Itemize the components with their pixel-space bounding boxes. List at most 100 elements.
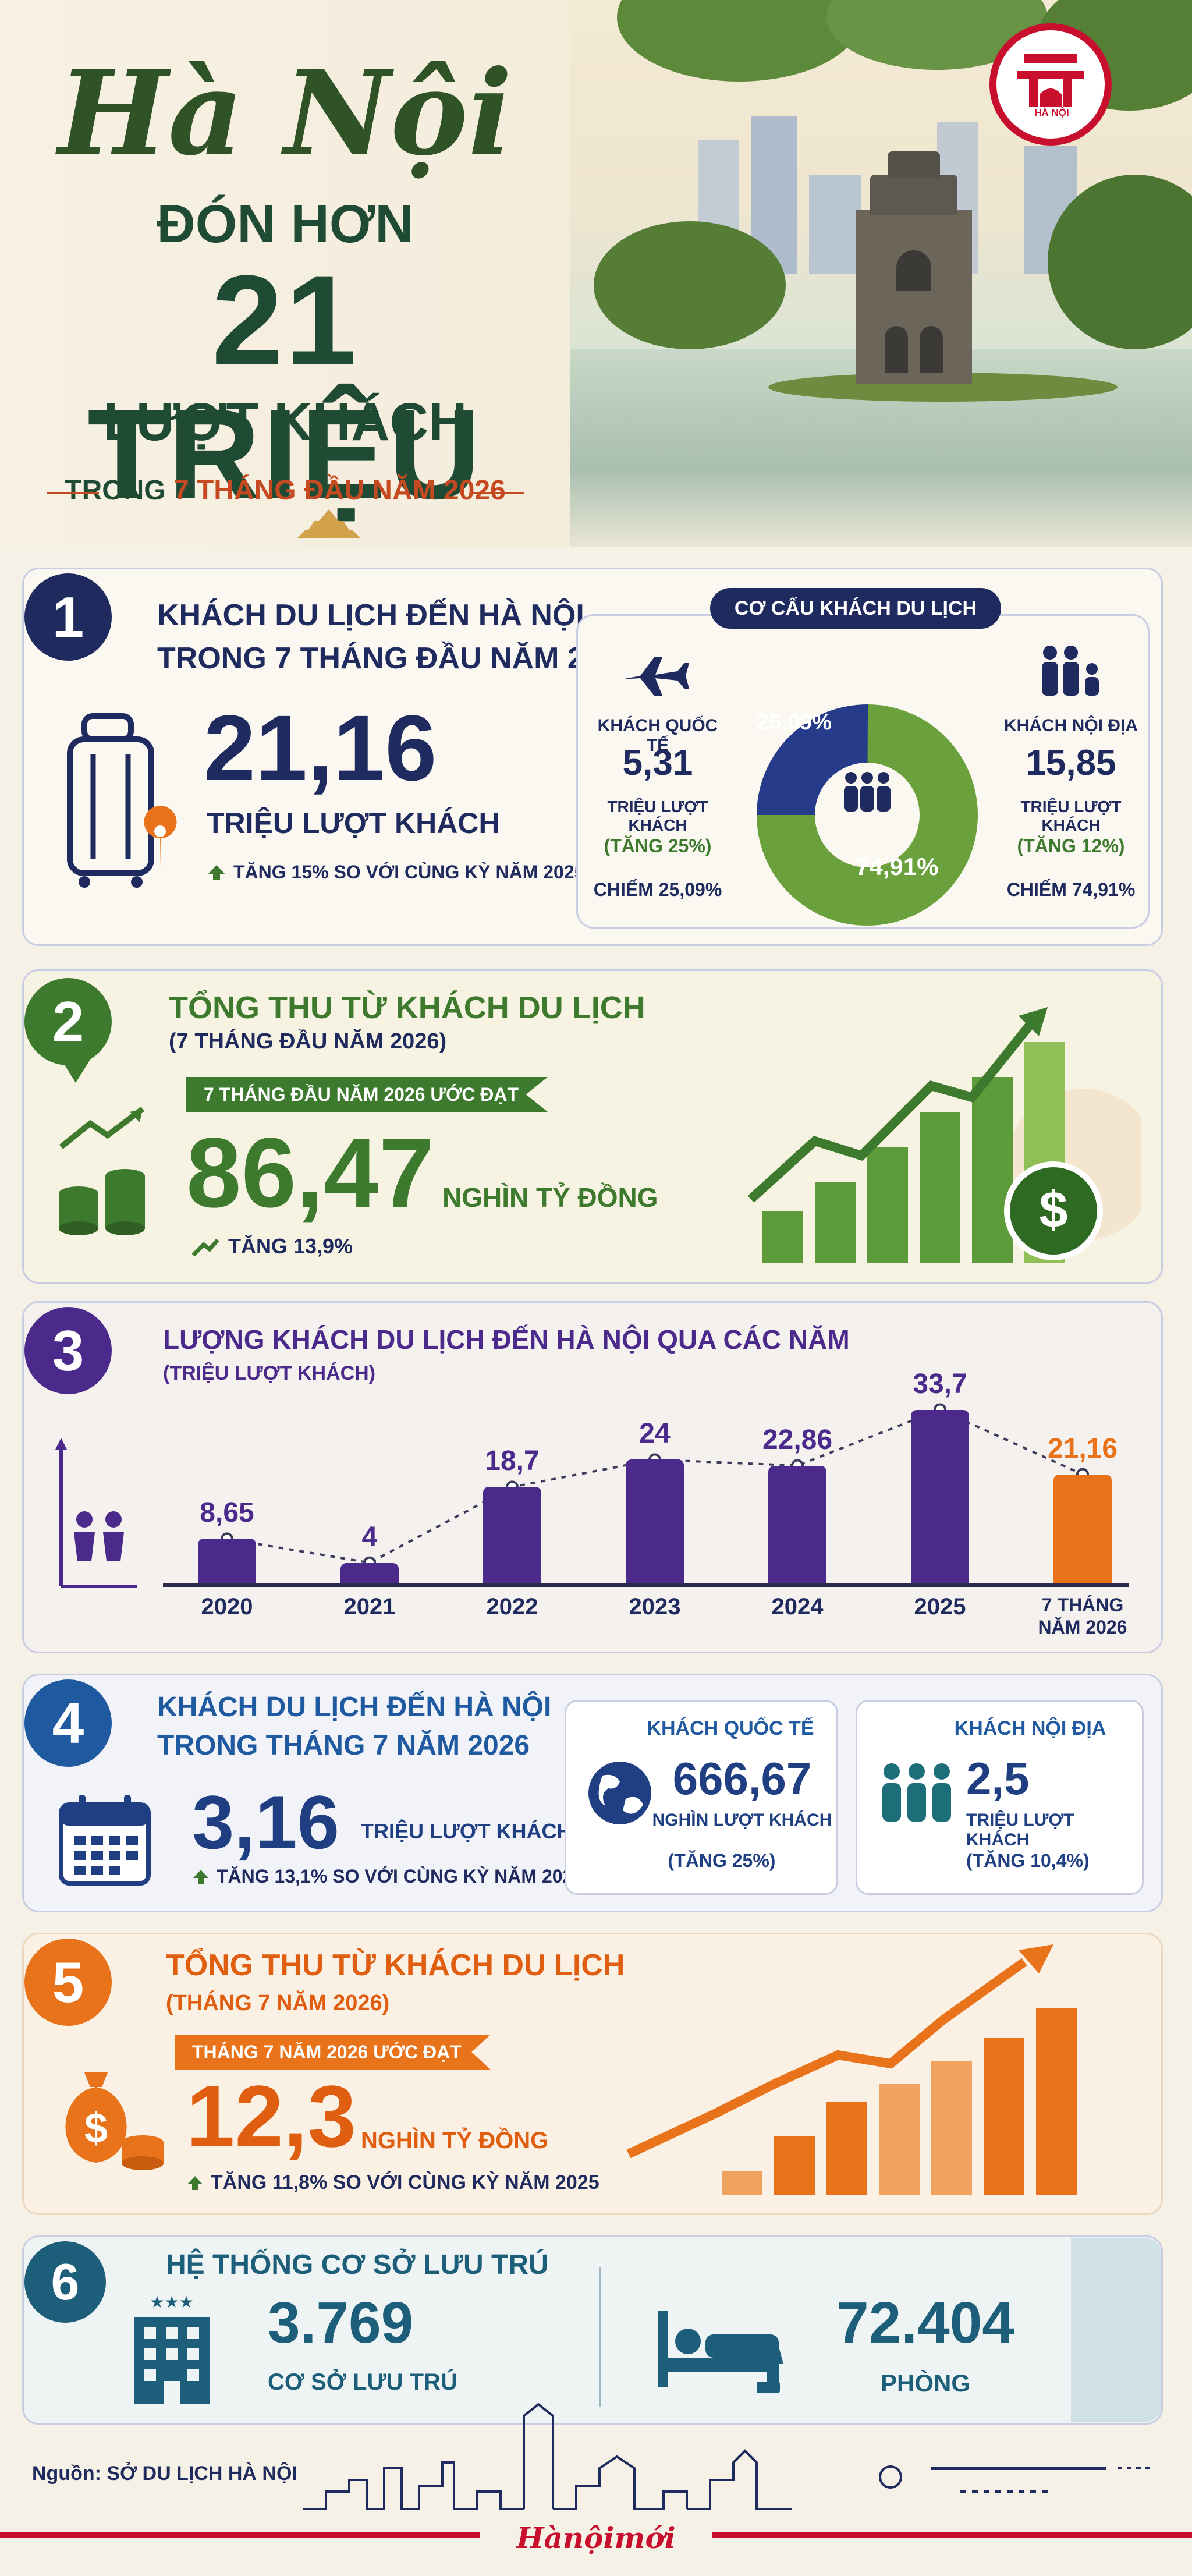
section-5-subtitle: (THÁNG 7 NĂM 2026)	[166, 1991, 390, 2015]
donut-chart	[757, 704, 978, 926]
tick-label: 2020	[201, 1594, 253, 1620]
arrow-up-icon	[193, 1869, 208, 1884]
airplane-icon	[622, 657, 689, 696]
s1-intl-growth: (TĂNG 25%)	[604, 835, 712, 856]
section-1-number: 1	[24, 573, 112, 661]
s5-growth-text: TĂNG 11,8% SO VỚI CÙNG KỲ NĂM 2025	[211, 2171, 599, 2194]
value-label: 24	[639, 1418, 670, 1450]
s4-intl-unit: NGHÌN LƯỢT KHÁCH	[652, 1810, 832, 1830]
s4-intl-label: KHÁCH QUỐC TẾ	[647, 1717, 814, 1739]
s6-v2: 72.404	[836, 2290, 1014, 2355]
s4-dom-growth: (TĂNG 10,4%)	[966, 1850, 1090, 1871]
bar-2022	[483, 1487, 541, 1583]
s2-value: 86,47	[186, 1118, 434, 1228]
tower-arch	[920, 326, 943, 373]
s1-dom-label: KHÁCH NỘI ĐỊA	[1004, 716, 1138, 735]
s1-dom-value: 15,85	[1026, 743, 1116, 783]
arrow-up-icon	[187, 2175, 203, 2190]
section-3-number: 3	[24, 1307, 112, 1394]
section-6-title: HỆ THỐNG CƠ SỞ LƯU TRÚ	[166, 2249, 549, 2280]
s4-value: 3,16	[192, 1780, 340, 1865]
value-label: 4	[361, 1521, 378, 1553]
s2-badge: 7 THÁNG ĐẦU NĂM 2026 ƯỚC ĐẠT	[186, 1077, 548, 1112]
bar-2025	[911, 1409, 969, 1583]
source-note: Nguồn: SỞ DU LỊCH HÀ NỘI	[32, 2462, 297, 2485]
section-2-title: TỔNG THU TỪ KHÁCH DU LỊCH	[169, 990, 645, 1025]
section-4-number: 4	[24, 1679, 112, 1767]
s4-dom-box	[856, 1700, 1144, 1895]
s2-growth: TĂNG 13,9%	[192, 1234, 353, 1259]
section-5-title: TỔNG THU TỪ KHÁCH DU LỊCH	[166, 1948, 625, 1982]
building-illustration	[809, 175, 861, 274]
s4-unit: TRIỆU LƯỢT KHÁCH	[361, 1819, 572, 1843]
suitcase-icon	[67, 713, 177, 888]
tick-label: 2022	[486, 1594, 538, 1620]
section-3-card	[22, 1301, 1163, 1653]
value-label: 22,86	[762, 1424, 833, 1455]
tower-illustration	[888, 151, 940, 178]
growth-bars-illustration	[626, 1944, 1077, 2195]
section-4-title-l2: TRONG THÁNG 7 NĂM 2026	[157, 1730, 530, 1761]
section-2-subtitle: (7 THÁNG ĐẦU NĂM 2026)	[169, 1029, 447, 1054]
svg-text:$: $	[84, 2105, 108, 2152]
corner-accent	[1071, 2238, 1161, 2422]
svg-text:★★★: ★★★	[150, 2294, 193, 2312]
s5-value: 12,3	[186, 2067, 356, 2165]
arrow-up-icon	[208, 864, 225, 880]
globe-icon	[588, 1762, 651, 1824]
tick-label: 2023	[629, 1594, 681, 1620]
tree-canopy	[594, 221, 786, 349]
bar-2024	[768, 1465, 826, 1583]
s5-unit: NGHÌN TỶ ĐỒNG	[361, 2128, 549, 2153]
x-axis-line	[163, 1583, 1129, 1587]
value-label: 18,7	[485, 1445, 540, 1477]
svg-text:$: $	[1040, 1181, 1068, 1238]
header-hero: HÀ NỘI Hà Nội ĐÓN HƠN 21 TRIỆU LƯỢT KHÁC…	[0, 0, 1192, 547]
tower-arch	[885, 326, 908, 373]
section-6-card	[22, 2235, 1163, 2425]
growth-bars-illustration: $	[747, 1007, 1141, 1263]
logo-label: HÀ NỘI	[1020, 107, 1084, 119]
slice-dom-label: 74,91%	[856, 853, 939, 880]
s1-intl-share: CHIẾM 25,09%	[593, 879, 722, 900]
s6-l1: CƠ SỞ LƯU TRÚ	[268, 2369, 457, 2395]
section-5-number: 5	[24, 1939, 112, 2026]
bar-chart-labels: 8,65 2020 4 2021 18,7 2022 24 2023 22,86 2024 33,7…	[163, 1369, 1129, 1653]
s1-growth: TĂNG 15% SO VỚI CÙNG KỲ NĂM 2025	[207, 862, 584, 883]
divider	[599, 2267, 601, 2407]
tick-label: 2024	[771, 1594, 824, 1620]
s1-unit: TRIỆU LƯỢT KHÁCH	[207, 807, 500, 839]
s4-dom-label: KHÁCH NỘI ĐỊA	[954, 1717, 1106, 1739]
section-2-number: 2	[24, 978, 112, 1065]
people-group-icon	[882, 1763, 951, 1822]
s4-dom-value: 2,5	[966, 1753, 1030, 1804]
brand-logo: Hànộimới	[480, 2521, 712, 2556]
coins-growth-icon	[59, 1107, 145, 1235]
s4-growth-text: TĂNG 13,1% SO VỚI CÙNG KỲ NĂM 2025	[217, 1866, 584, 1887]
value-label: 21,16	[1047, 1433, 1118, 1464]
structure-badge: CƠ CẤU KHÁCH DU LỊCH	[710, 588, 1001, 629]
section-4-title-l1: KHÁCH DU LỊCH ĐẾN HÀ NỘI	[157, 1692, 552, 1723]
tower-illustration	[870, 175, 957, 215]
bar-7 THÁNG NĂM 2026	[1053, 1474, 1112, 1583]
title-line5-pre: TRONG	[65, 475, 166, 506]
value-label: 8,65	[200, 1497, 254, 1529]
title-line3: 21 TRIỆU	[87, 249, 483, 526]
calendar-icon	[59, 1795, 151, 1886]
bar-chart-plot	[163, 1386, 1129, 1583]
section-4-title: KHÁCH DU LỊCH ĐẾN HÀ NỘI TRONG THÁNG 7 N…	[157, 1688, 551, 1765]
slice-intl-label: 25,09%	[757, 710, 832, 735]
value-label: 33,7	[913, 1368, 967, 1399]
hotel-building-icon: ★★★	[134, 2294, 210, 2404]
s4-growth: TĂNG 13,1% SO VỚI CÙNG KỲ NĂM 2025	[192, 1866, 583, 1887]
people-group-icon	[844, 772, 891, 812]
family-icon	[1042, 646, 1099, 696]
s6-l2: PHÒNG	[880, 2369, 970, 2397]
title-line4: LƯỢT KHÁCH	[103, 392, 467, 452]
tower-arch	[896, 250, 931, 291]
tick-label: 2025	[914, 1594, 966, 1620]
s2-unit: NGHÌN TỶ ĐỒNG	[442, 1182, 658, 1213]
pagoda-ornament-icon	[297, 509, 361, 538]
section-1-title-l2: TRONG 7 THÁNG ĐẦU NĂM 2026	[157, 642, 635, 675]
section-1-title: KHÁCH DU LỊCH ĐẾN HÀ NỘI TRONG 7 THÁNG Đ…	[157, 594, 635, 680]
